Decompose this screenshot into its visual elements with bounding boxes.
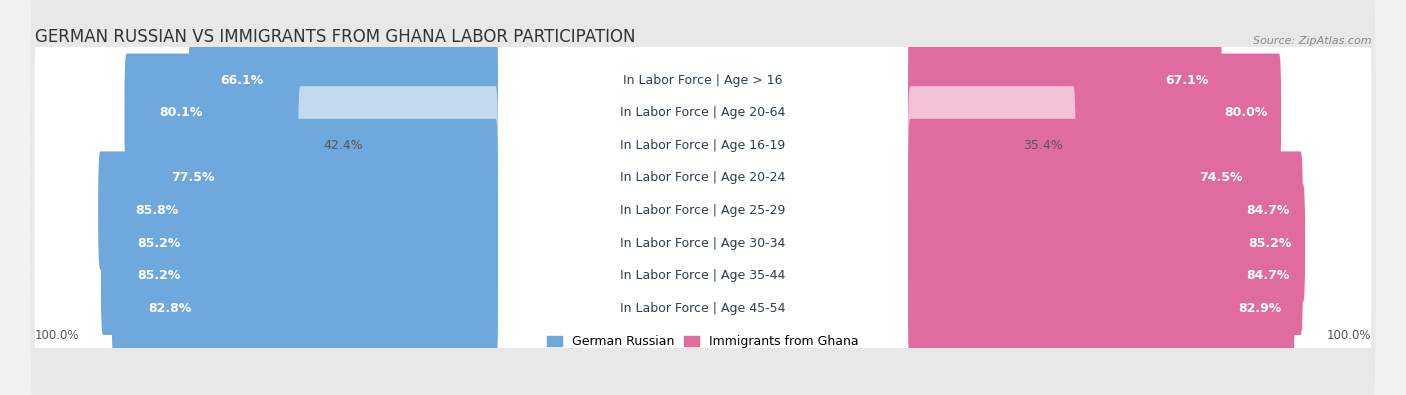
Text: 42.4%: 42.4% (323, 139, 363, 152)
FancyBboxPatch shape (908, 151, 1303, 270)
FancyBboxPatch shape (31, 100, 1375, 321)
FancyBboxPatch shape (31, 198, 1375, 395)
FancyBboxPatch shape (31, 35, 1375, 256)
FancyBboxPatch shape (908, 21, 1222, 139)
Text: In Labor Force | Age 25-29: In Labor Force | Age 25-29 (620, 204, 786, 217)
FancyBboxPatch shape (35, 37, 1371, 188)
FancyBboxPatch shape (908, 184, 1305, 302)
FancyBboxPatch shape (908, 86, 1076, 205)
FancyBboxPatch shape (31, 133, 1375, 354)
FancyBboxPatch shape (31, 0, 1375, 191)
FancyBboxPatch shape (35, 200, 1371, 352)
Text: 100.0%: 100.0% (35, 329, 79, 342)
FancyBboxPatch shape (188, 21, 498, 139)
Text: 100.0%: 100.0% (1327, 329, 1371, 342)
FancyBboxPatch shape (908, 119, 1256, 237)
Text: 35.4%: 35.4% (1022, 139, 1063, 152)
FancyBboxPatch shape (908, 217, 1303, 335)
FancyBboxPatch shape (35, 135, 1371, 286)
FancyBboxPatch shape (35, 70, 1371, 221)
Text: Source: ZipAtlas.com: Source: ZipAtlas.com (1253, 36, 1371, 46)
Text: 84.7%: 84.7% (1246, 269, 1289, 282)
Legend: German Russian, Immigrants from Ghana: German Russian, Immigrants from Ghana (541, 330, 865, 354)
FancyBboxPatch shape (31, 67, 1375, 288)
Text: 85.8%: 85.8% (135, 204, 179, 217)
FancyBboxPatch shape (908, 54, 1281, 172)
FancyBboxPatch shape (35, 167, 1371, 319)
Text: 82.8%: 82.8% (148, 302, 191, 315)
FancyBboxPatch shape (35, 233, 1371, 384)
Text: 85.2%: 85.2% (138, 237, 181, 250)
Text: 84.7%: 84.7% (1246, 204, 1289, 217)
Text: In Labor Force | Age 16-19: In Labor Force | Age 16-19 (620, 139, 786, 152)
FancyBboxPatch shape (35, 102, 1371, 254)
FancyBboxPatch shape (124, 54, 498, 172)
FancyBboxPatch shape (98, 151, 498, 270)
Text: In Labor Force | Age 20-64: In Labor Force | Age 20-64 (620, 106, 786, 119)
Text: In Labor Force | Age 45-54: In Labor Force | Age 45-54 (620, 302, 786, 315)
FancyBboxPatch shape (101, 217, 498, 335)
FancyBboxPatch shape (31, 2, 1375, 223)
Text: In Labor Force | Age 30-34: In Labor Force | Age 30-34 (620, 237, 786, 250)
FancyBboxPatch shape (35, 4, 1371, 156)
Text: 80.0%: 80.0% (1225, 106, 1268, 119)
FancyBboxPatch shape (298, 86, 498, 205)
Text: In Labor Force | Age 20-24: In Labor Force | Age 20-24 (620, 171, 786, 184)
FancyBboxPatch shape (101, 184, 498, 302)
Text: GERMAN RUSSIAN VS IMMIGRANTS FROM GHANA LABOR PARTICIPATION: GERMAN RUSSIAN VS IMMIGRANTS FROM GHANA … (35, 28, 636, 46)
FancyBboxPatch shape (112, 249, 498, 368)
Text: 85.2%: 85.2% (138, 269, 181, 282)
FancyBboxPatch shape (136, 119, 498, 237)
FancyBboxPatch shape (908, 249, 1295, 368)
Text: 82.9%: 82.9% (1239, 302, 1281, 315)
Text: In Labor Force | Age 35-44: In Labor Force | Age 35-44 (620, 269, 786, 282)
Text: 67.1%: 67.1% (1166, 73, 1209, 87)
Text: 85.2%: 85.2% (1249, 237, 1292, 250)
Text: 80.1%: 80.1% (160, 106, 202, 119)
Text: In Labor Force | Age > 16: In Labor Force | Age > 16 (623, 73, 783, 87)
Text: 66.1%: 66.1% (221, 73, 263, 87)
FancyBboxPatch shape (31, 165, 1375, 386)
Text: 77.5%: 77.5% (172, 171, 215, 184)
Text: 74.5%: 74.5% (1199, 171, 1243, 184)
